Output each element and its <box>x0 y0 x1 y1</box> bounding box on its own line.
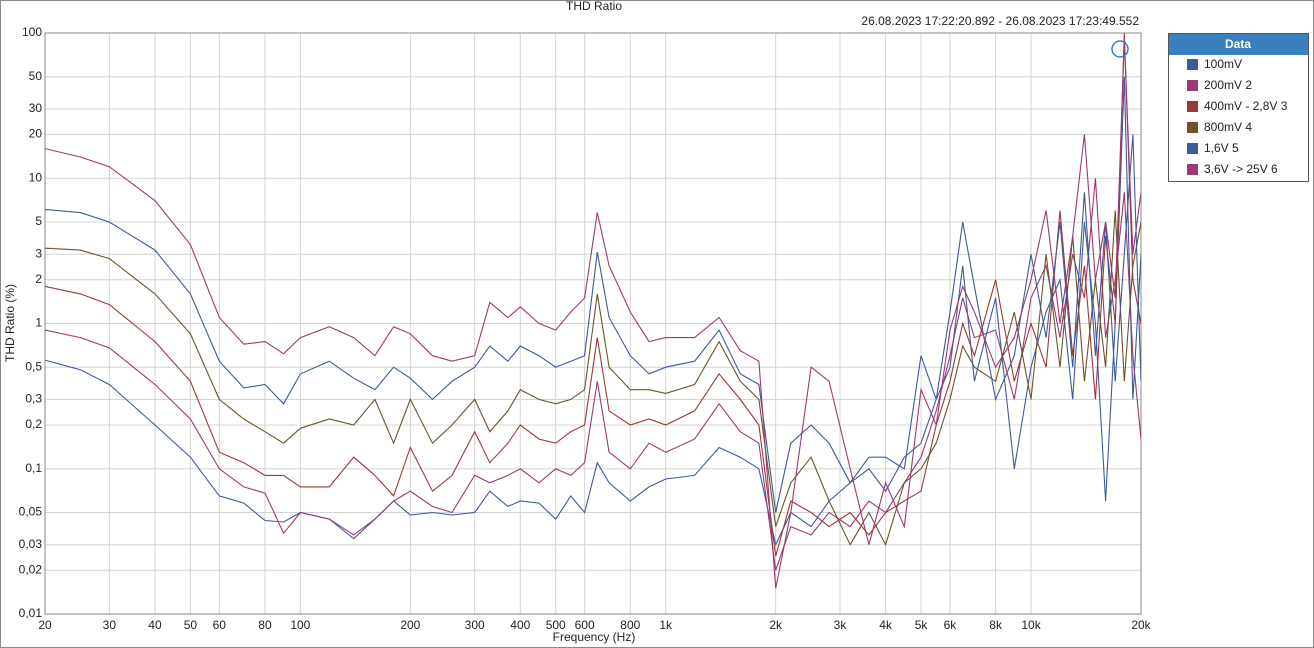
y-tick-label: 0,01 <box>19 606 43 620</box>
x-tick-label: 1k <box>659 618 673 632</box>
legend-swatch <box>1187 164 1198 175</box>
series-line <box>45 178 1141 571</box>
y-tick-label: 2 <box>35 272 42 286</box>
x-tick-label: 3k <box>834 618 848 632</box>
y-tick-label: 50 <box>29 69 43 83</box>
legend-label: 800mV 4 <box>1204 120 1252 134</box>
series-line <box>45 39 1141 589</box>
x-tick-label: 2k <box>769 618 783 632</box>
x-tick-label: 8k <box>989 618 1003 632</box>
y-tick-label: 0,03 <box>19 537 43 551</box>
x-tick-label: 500 <box>546 618 566 632</box>
x-tick-label: 4k <box>879 618 893 632</box>
y-tick-label: 0,1 <box>25 461 42 475</box>
x-tick-label: 80 <box>258 618 272 632</box>
chart-subtitle: 26.08.2023 17:22:20.892 - 26.08.2023 17:… <box>861 14 1139 28</box>
legend-label: 1,6V 5 <box>1204 141 1239 155</box>
x-axis-label: Frequency (Hz) <box>553 630 636 644</box>
x-tick-label: 20 <box>38 618 52 632</box>
y-tick-label: 5 <box>35 214 42 228</box>
x-tick-label: 30 <box>103 618 117 632</box>
legend-label: 200mV 2 <box>1204 78 1252 92</box>
x-tick-label: 100 <box>290 618 310 632</box>
legend-label: 400mV - 2,8V 3 <box>1204 99 1288 113</box>
x-tick-label: 600 <box>575 618 595 632</box>
ap-logo <box>1111 40 1129 58</box>
legend-swatch <box>1187 143 1198 154</box>
y-tick-label: 0,3 <box>25 392 42 406</box>
chart-title: THD Ratio <box>566 0 622 13</box>
legend-swatch <box>1187 101 1198 112</box>
legend-header <box>1169 34 1308 55</box>
x-tick-label: 60 <box>213 618 227 632</box>
y-tick-label: 10 <box>29 170 43 184</box>
y-tick-label: 0,02 <box>19 562 43 576</box>
legend-title: Data <box>1225 37 1251 51</box>
y-tick-label: 0,05 <box>19 505 43 519</box>
x-tick-label: 5k <box>915 618 929 632</box>
x-tick-label: 10k <box>1021 618 1041 632</box>
x-tick-label: 6k <box>944 618 958 632</box>
x-tick-label: 50 <box>184 618 198 632</box>
plot-area <box>44 32 1142 615</box>
legend-swatch <box>1187 80 1198 91</box>
x-tick-label: 300 <box>465 618 485 632</box>
x-tick-label: 20k <box>1131 618 1151 632</box>
x-tick-label: 200 <box>400 618 420 632</box>
legend-swatch <box>1187 122 1198 133</box>
y-tick-label: 3 <box>35 246 42 260</box>
y-tick-label: 30 <box>29 101 43 115</box>
legend-swatch <box>1187 59 1198 70</box>
series-line <box>45 210 1141 547</box>
series-line <box>45 33 1141 557</box>
x-tick-label: 400 <box>510 618 530 632</box>
y-tick-label: 0,2 <box>25 417 42 431</box>
y-tick-label: 100 <box>22 25 42 39</box>
x-tick-label: 40 <box>148 618 162 632</box>
y-axis-label: THD Ratio (%) <box>3 284 17 362</box>
y-tick-label: 0,5 <box>25 359 42 373</box>
y-tick-label: 1 <box>35 316 42 330</box>
x-tick-label: 800 <box>620 618 640 632</box>
legend-label: 3,6V -> 25V 6 <box>1204 162 1278 176</box>
y-tick-label: 20 <box>29 127 43 141</box>
legend-label: 100mV <box>1204 57 1242 71</box>
